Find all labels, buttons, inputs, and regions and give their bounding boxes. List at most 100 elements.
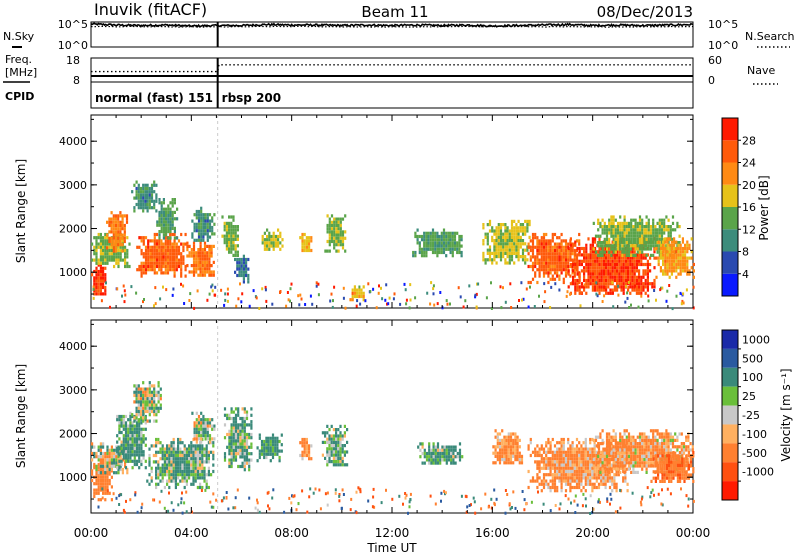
scatter-cell [162,261,165,265]
scatter-cell [474,293,477,297]
scatter-cell [153,199,156,203]
scatter-cell [197,424,201,428]
scatter-cell [576,285,579,289]
scatter-cell [493,255,496,259]
scatter-cell [298,303,301,307]
scatter-cell [587,278,590,283]
scatter-cell [171,261,174,265]
scatter-cell [185,460,188,464]
scatter-cell [545,268,548,272]
scatter-cell [527,242,530,246]
scatter-cell [496,454,499,458]
scatter-cell [526,219,529,223]
scatter-cell [517,226,520,230]
scatter-cell [239,442,242,446]
scatter-cell [210,254,213,258]
scatter-cell [638,259,641,263]
scatter-cell [164,258,167,262]
scatter-cell [578,250,581,254]
scatter-cell [166,261,170,265]
scatter-cell [230,461,233,465]
scatter-cell [619,234,622,238]
scatter-cell [638,237,642,241]
scatter-cell [636,241,639,245]
scatter-cell [335,444,338,448]
scatter-cell [157,381,160,385]
scatter-cell [240,300,243,304]
scatter-cell [248,461,251,465]
scatter-cell [197,209,201,214]
scatter-cell [166,466,169,470]
scatter-cell [569,248,572,253]
scatter-cell [208,213,212,217]
scatter-cell [104,464,107,468]
scatter-cell [414,231,417,235]
scatter-cell [607,285,610,289]
scatter-cell [607,246,610,251]
scatter-cell [148,447,151,451]
scatter-cell [201,473,204,477]
scatter-cell [159,297,162,301]
scatter-cell [583,285,586,289]
scatter-cell [139,193,143,197]
scatter-cell [507,445,510,449]
scatter-cell [620,266,623,270]
scatter-cell [205,460,208,464]
scatter-cell [339,227,342,231]
scatter-cell [344,214,347,218]
scatter-cell [611,444,614,448]
scatter-cell [640,256,643,260]
scatter-cell [655,298,657,302]
scatter-cell [582,447,585,451]
scatter-cell [602,259,605,263]
scatter-cell [160,223,163,227]
scatter-cell [228,464,231,469]
scatter-cell [184,268,187,272]
scatter-cell [91,458,94,462]
scatter-cell [157,469,160,474]
scatter-cell [560,485,563,490]
scatter-cell [681,259,684,263]
scatter-cell [157,441,160,445]
scatter-cell [418,241,421,245]
scatter-cell [212,457,215,461]
scatter-cell [206,222,209,226]
scatter-cell [684,246,687,251]
scatter-cell [272,247,275,251]
scatter-cell [192,453,195,458]
scatter-cell [564,248,568,253]
scatter-cell [328,243,331,247]
scatter-cell [274,446,277,450]
scatter-cell [578,466,581,470]
scatter-cell [190,248,193,252]
scatter-cell [228,439,231,443]
scatter-cell [183,466,186,470]
scatter-cell [95,285,98,290]
scatter-cell [534,232,537,237]
scatter-cell [195,257,198,261]
scatter-cell [560,264,563,269]
scatter-cell [133,450,136,454]
scatter-cell [166,239,170,243]
scatter-cell [635,285,638,289]
scatter-cell [673,259,676,263]
scatter-cell [449,302,451,306]
scatter-cell [509,432,513,436]
scatter-cell [595,476,598,480]
scatter-cell [104,482,107,486]
scatter-cell [114,246,118,250]
scatter-cell [608,241,611,245]
scatter-cell [99,261,102,265]
scatter-cell [174,453,177,458]
scatter-cell [576,282,579,286]
scatter-cell [137,186,140,191]
scatter-cell [173,258,176,262]
scatter-cell [104,455,107,459]
scatter-cell [607,259,610,263]
scatter-cell [110,223,113,228]
scatter-cell [153,406,156,410]
scatter-cell [138,459,141,463]
scatter-cell [148,413,151,417]
scatter-cell [108,451,111,456]
scatter-cell [482,223,485,227]
